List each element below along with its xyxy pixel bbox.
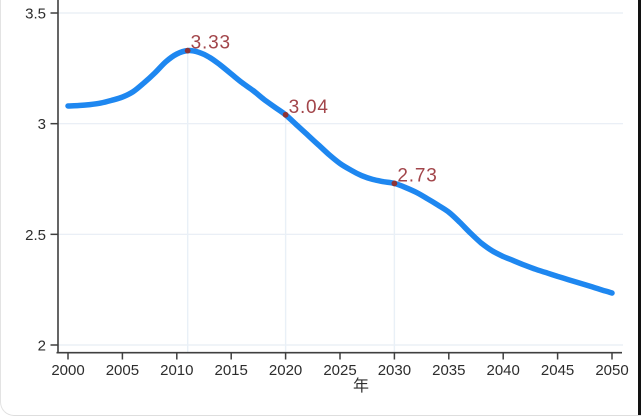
x-tick-label: 2035 xyxy=(432,362,465,379)
x-tick-label: 2025 xyxy=(323,362,356,379)
x-tick-label: 2045 xyxy=(541,362,574,379)
window-right-edge xyxy=(638,0,641,415)
y-tick-label: 3.5 xyxy=(25,6,46,23)
point-label: 2.73 xyxy=(397,165,437,186)
series-line xyxy=(65,47,615,296)
x-tick-label: 2040 xyxy=(487,362,520,379)
point-marker xyxy=(391,180,398,187)
point-label: 3.04 xyxy=(289,97,329,118)
x-tick-label: 2050 xyxy=(595,362,628,379)
x-tick-label: 2015 xyxy=(215,362,248,379)
x-tick-label: 2005 xyxy=(106,362,139,379)
y-tick-label: 2.5 xyxy=(25,227,46,244)
y-tick-label: 3 xyxy=(38,116,46,133)
x-axis-title: 年 xyxy=(353,378,370,395)
x-tick-label: 2000 xyxy=(51,362,84,379)
x-tick-label: 2010 xyxy=(160,362,193,379)
x-tick-label: 2020 xyxy=(269,362,302,379)
point-label: 3.33 xyxy=(191,33,231,54)
y-tick-label: 2 xyxy=(38,338,46,355)
point-marker xyxy=(282,111,289,118)
x-tick-label: 2030 xyxy=(378,362,411,379)
point-marker xyxy=(184,47,191,54)
